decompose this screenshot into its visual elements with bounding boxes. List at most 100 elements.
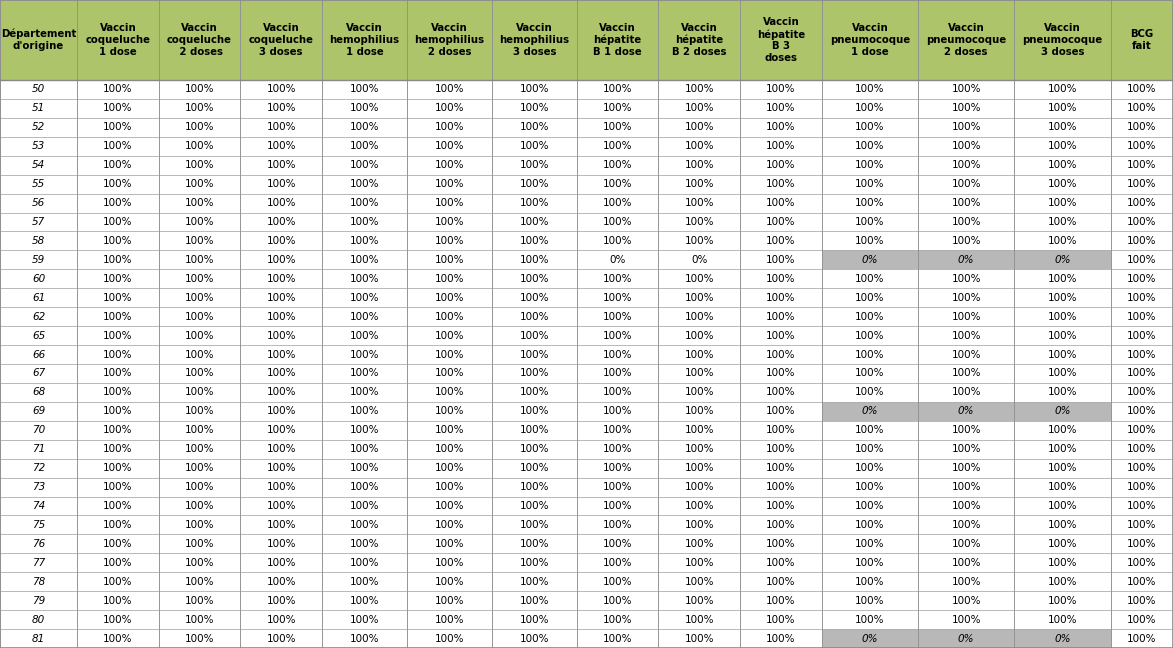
Bar — [821, 496, 918, 515]
Text: 100%: 100% — [520, 596, 549, 606]
Bar — [1111, 307, 1173, 326]
Text: 100%: 100% — [184, 388, 215, 397]
Text: 100%: 100% — [603, 406, 632, 416]
Bar — [577, 270, 658, 288]
Text: 100%: 100% — [766, 444, 795, 454]
Bar — [240, 326, 321, 345]
Text: 100%: 100% — [184, 444, 215, 454]
Bar — [158, 213, 240, 231]
Bar — [0, 629, 77, 648]
Bar — [491, 572, 577, 591]
Text: 100%: 100% — [1047, 198, 1077, 208]
Bar — [658, 364, 740, 383]
Text: 100%: 100% — [1047, 141, 1077, 151]
Text: 100%: 100% — [520, 369, 549, 378]
Text: 67: 67 — [32, 369, 45, 378]
Text: 100%: 100% — [855, 160, 884, 170]
Bar — [821, 383, 918, 402]
Text: 100%: 100% — [103, 482, 133, 492]
Bar — [1111, 156, 1173, 175]
Text: 100%: 100% — [603, 596, 632, 606]
Bar — [158, 270, 240, 288]
Bar — [77, 535, 158, 553]
Text: 100%: 100% — [766, 312, 795, 321]
Bar — [240, 421, 321, 440]
Bar — [658, 231, 740, 250]
Bar — [740, 515, 821, 535]
Bar — [321, 250, 407, 270]
Text: 100%: 100% — [103, 312, 133, 321]
Text: 100%: 100% — [350, 293, 379, 303]
Text: 100%: 100% — [685, 539, 714, 549]
Bar — [321, 459, 407, 478]
Bar — [577, 572, 658, 591]
Text: 100%: 100% — [103, 179, 133, 189]
Bar — [158, 572, 240, 591]
Text: 100%: 100% — [685, 577, 714, 586]
Bar — [658, 307, 740, 326]
Bar — [491, 80, 577, 99]
Text: 100%: 100% — [520, 236, 549, 246]
Text: 100%: 100% — [184, 330, 215, 341]
Text: 100%: 100% — [266, 614, 296, 625]
Bar — [918, 535, 1015, 553]
Bar — [321, 118, 407, 137]
Text: 100%: 100% — [184, 104, 215, 113]
Text: 100%: 100% — [685, 501, 714, 511]
Text: 100%: 100% — [435, 179, 465, 189]
Text: 100%: 100% — [350, 198, 379, 208]
Bar — [240, 459, 321, 478]
Text: 100%: 100% — [685, 463, 714, 473]
Bar — [491, 459, 577, 478]
Text: 100%: 100% — [520, 406, 549, 416]
Text: 100%: 100% — [266, 482, 296, 492]
Text: 69: 69 — [32, 406, 45, 416]
Text: 100%: 100% — [685, 444, 714, 454]
Text: 100%: 100% — [766, 388, 795, 397]
Text: 100%: 100% — [685, 349, 714, 360]
Text: 100%: 100% — [184, 217, 215, 227]
Text: 100%: 100% — [103, 444, 133, 454]
Text: 100%: 100% — [1047, 388, 1077, 397]
Bar — [918, 194, 1015, 213]
Text: 100%: 100% — [184, 84, 215, 95]
Text: 100%: 100% — [1047, 463, 1077, 473]
Bar — [1111, 364, 1173, 383]
Text: 100%: 100% — [951, 84, 981, 95]
Bar — [821, 629, 918, 648]
Bar — [77, 288, 158, 307]
Text: 100%: 100% — [435, 501, 465, 511]
Bar — [77, 213, 158, 231]
Text: 66: 66 — [32, 349, 45, 360]
Text: 100%: 100% — [603, 501, 632, 511]
Bar — [321, 288, 407, 307]
Text: 100%: 100% — [603, 369, 632, 378]
Bar — [158, 231, 240, 250]
Bar — [1015, 345, 1111, 364]
Text: 100%: 100% — [266, 160, 296, 170]
Bar — [491, 118, 577, 137]
Bar — [821, 535, 918, 553]
Text: 100%: 100% — [855, 596, 884, 606]
Bar — [77, 175, 158, 194]
Bar — [491, 270, 577, 288]
Text: 100%: 100% — [266, 596, 296, 606]
Bar — [658, 591, 740, 610]
Text: 52: 52 — [32, 122, 45, 132]
Bar — [0, 231, 77, 250]
Bar — [491, 610, 577, 629]
Text: 100%: 100% — [603, 236, 632, 246]
Bar — [918, 156, 1015, 175]
Bar — [918, 515, 1015, 535]
Bar — [1111, 610, 1173, 629]
Text: 100%: 100% — [435, 293, 465, 303]
Bar — [740, 99, 821, 118]
Bar — [1015, 421, 1111, 440]
Bar — [491, 213, 577, 231]
Text: 100%: 100% — [1047, 425, 1077, 435]
Bar — [407, 629, 491, 648]
Bar — [918, 213, 1015, 231]
Bar — [77, 591, 158, 610]
Text: 100%: 100% — [685, 634, 714, 643]
Text: 100%: 100% — [1047, 614, 1077, 625]
